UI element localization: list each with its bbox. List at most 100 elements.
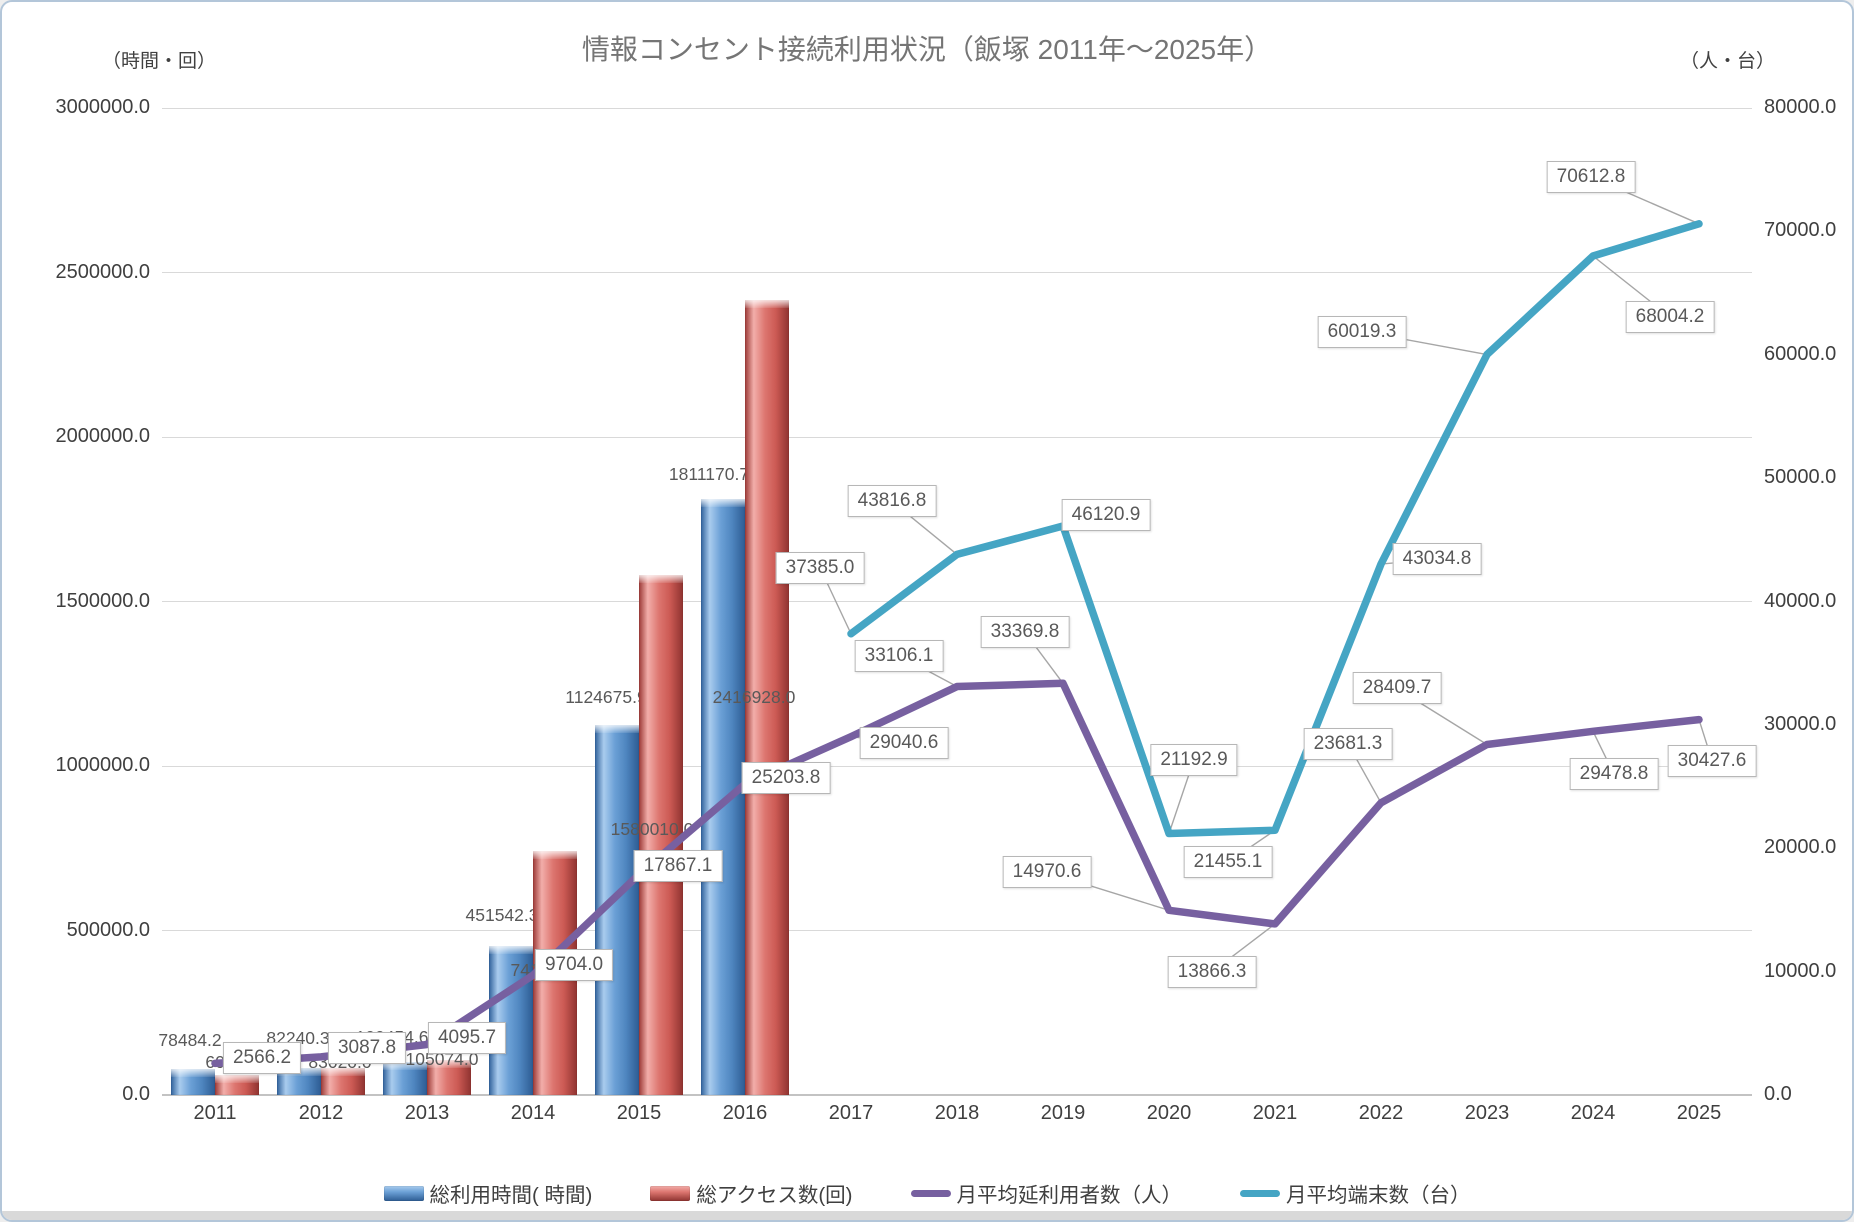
bar-total-accesses	[639, 575, 683, 1095]
legend-line-swatch	[910, 1189, 951, 1197]
line-value-callout: 43816.8	[847, 485, 937, 518]
x-axis-line	[162, 1094, 1752, 1096]
x-axis-year-label: 2022	[1358, 1102, 1404, 1124]
left-axis-tick-label: 2500000.0	[55, 260, 150, 283]
legend-label: 月平均端末数（台）	[1286, 1184, 1471, 1207]
legend-line-swatch	[1240, 1189, 1280, 1197]
gridline	[162, 272, 1752, 273]
line-value-callout: 46120.9	[1061, 498, 1151, 531]
bar-label: 78484.2	[158, 1030, 222, 1050]
left-axis-tick-label: 1500000.0	[55, 589, 150, 612]
line-value-callout: 23681.3	[1303, 727, 1393, 760]
right-axis-tick-label: 80000.0	[1764, 96, 1837, 118]
left-axis-tick-label: 500000.0	[66, 918, 150, 941]
line-value-callout: 17867.1	[633, 849, 723, 882]
x-axis-year-label: 2020	[1146, 1102, 1192, 1124]
right-axis-tick-label: 20000.0	[1764, 836, 1837, 859]
left-axis-tick-label: 3000000.0	[55, 96, 150, 118]
legend-item: 月平均延利用者数（人）	[910, 1178, 1183, 1208]
x-axis-year-label: 2012	[298, 1102, 344, 1124]
gridline	[162, 107, 1752, 109]
legend-bar-swatch	[383, 1185, 424, 1201]
bar-top-bevel	[427, 1060, 471, 1069]
bar-top-bevel	[321, 1067, 365, 1076]
line-value-callout: 21192.9	[1150, 743, 1238, 776]
x-axis-year-label: 2019	[1040, 1102, 1086, 1124]
line-value-callout: 43034.8	[1392, 543, 1482, 576]
gridline	[162, 601, 1752, 602]
line-value-callout: 25203.8	[741, 762, 831, 795]
bar-total-hours	[171, 1069, 215, 1095]
gridline	[162, 765, 1752, 767]
legend-label: 月平均延利用者数（人）	[956, 1184, 1183, 1207]
x-axis-year-label: 2021	[1252, 1102, 1298, 1124]
right-axis-tick-label: 40000.0	[1764, 589, 1837, 612]
x-axis-year-label: 2017	[828, 1102, 874, 1124]
left-axis-tick-label: 2000000.0	[55, 425, 150, 447]
x-axis-year-label: 2014	[510, 1102, 556, 1124]
line-value-callout: 2566.2	[222, 1042, 302, 1075]
right-axis-tick-label: 30000.0	[1764, 712, 1837, 735]
line-value-callout: 37385.0	[775, 551, 865, 584]
line-value-callout: 28409.7	[1352, 672, 1442, 705]
bar-top-bevel	[595, 724, 639, 733]
line-value-callout: 33106.1	[854, 639, 944, 672]
legend-item: 総アクセス数(回)	[650, 1178, 853, 1208]
legend-label: 総利用時間( 時間)	[429, 1184, 593, 1207]
legend-item: 月平均端末数（台）	[1240, 1178, 1471, 1208]
left-axis-unit-label: （時間・回）	[102, 51, 217, 72]
bar-total-accesses	[745, 299, 789, 1095]
bar-label: 1580010.0	[610, 819, 694, 839]
bar-label: 2416928.0	[712, 687, 796, 707]
bar-label: 451542.3	[465, 905, 539, 925]
x-axis-year-label: 2015	[616, 1102, 662, 1124]
gridline	[162, 436, 1752, 438]
line-value-callout: 4095.7	[427, 1022, 507, 1055]
x-axis-year-label: 2023	[1464, 1102, 1510, 1124]
right-axis-tick-label: 50000.0	[1764, 466, 1837, 489]
right-axis-tick-label: 70000.0	[1764, 219, 1837, 242]
bar-label: 1811170.7	[668, 464, 750, 484]
bar-label: 1124675.9	[565, 687, 647, 707]
x-axis-year-label: 2025	[1676, 1102, 1722, 1124]
bar-top-bevel	[701, 499, 745, 508]
line-value-callout: 30427.6	[1667, 744, 1757, 777]
bar-total-hours	[701, 499, 745, 1095]
right-axis-unit-label: （人・台）	[1680, 51, 1776, 72]
bar-top-bevel	[489, 946, 533, 955]
line-value-callout: 14970.6	[1002, 856, 1092, 889]
right-axis-tick-label: 60000.0	[1764, 342, 1837, 365]
line-value-callout: 29040.6	[859, 726, 949, 759]
chart-title: 情報コンセント接続利用状況（飯塚 2011年～2025年）	[581, 34, 1273, 65]
x-axis-year-label: 2018	[934, 1102, 980, 1124]
legend-item: 総利用時間( 時間)	[383, 1178, 593, 1208]
left-axis-tick-label: 1000000.0	[55, 754, 150, 776]
line-value-callout: 60019.3	[1317, 315, 1407, 348]
x-axis-year-label: 2013	[404, 1102, 450, 1124]
bar-top-bevel	[383, 1061, 427, 1070]
bar-top-bevel	[171, 1069, 215, 1078]
x-axis-year-label: 2016	[722, 1102, 768, 1124]
line-value-callout: 33369.8	[980, 616, 1070, 649]
legend: 総利用時間( 時間) 総アクセス数(回) 月平均延利用者数（人） 月平均端末数（台）	[2, 1178, 1852, 1208]
line-monthly-users	[211, 679, 1703, 1068]
bar-total-accesses	[427, 1060, 471, 1095]
line-value-callout: 9704.0	[534, 949, 614, 982]
gridline	[162, 930, 1752, 931]
legend-label: 総アクセス数(回)	[696, 1184, 853, 1207]
x-axis-year-label: 2011	[193, 1102, 237, 1124]
line-value-callout: 3087.8	[327, 1031, 407, 1064]
line-monthly-terminals	[847, 220, 1703, 838]
bar-top-bevel	[533, 851, 577, 860]
bar-total-hours	[383, 1061, 427, 1095]
line-value-callout: 29478.8	[1569, 758, 1659, 791]
right-axis-tick-label: 0.0	[1764, 1083, 1792, 1105]
x-axis-year-label: 2024	[1570, 1102, 1616, 1124]
bar-total-accesses	[215, 1075, 259, 1095]
left-axis-tick-label: 0.0	[122, 1083, 150, 1105]
line-value-callout: 68004.2	[1625, 300, 1715, 333]
bar-top-bevel	[745, 299, 789, 308]
bar-total-hours	[489, 946, 533, 1095]
